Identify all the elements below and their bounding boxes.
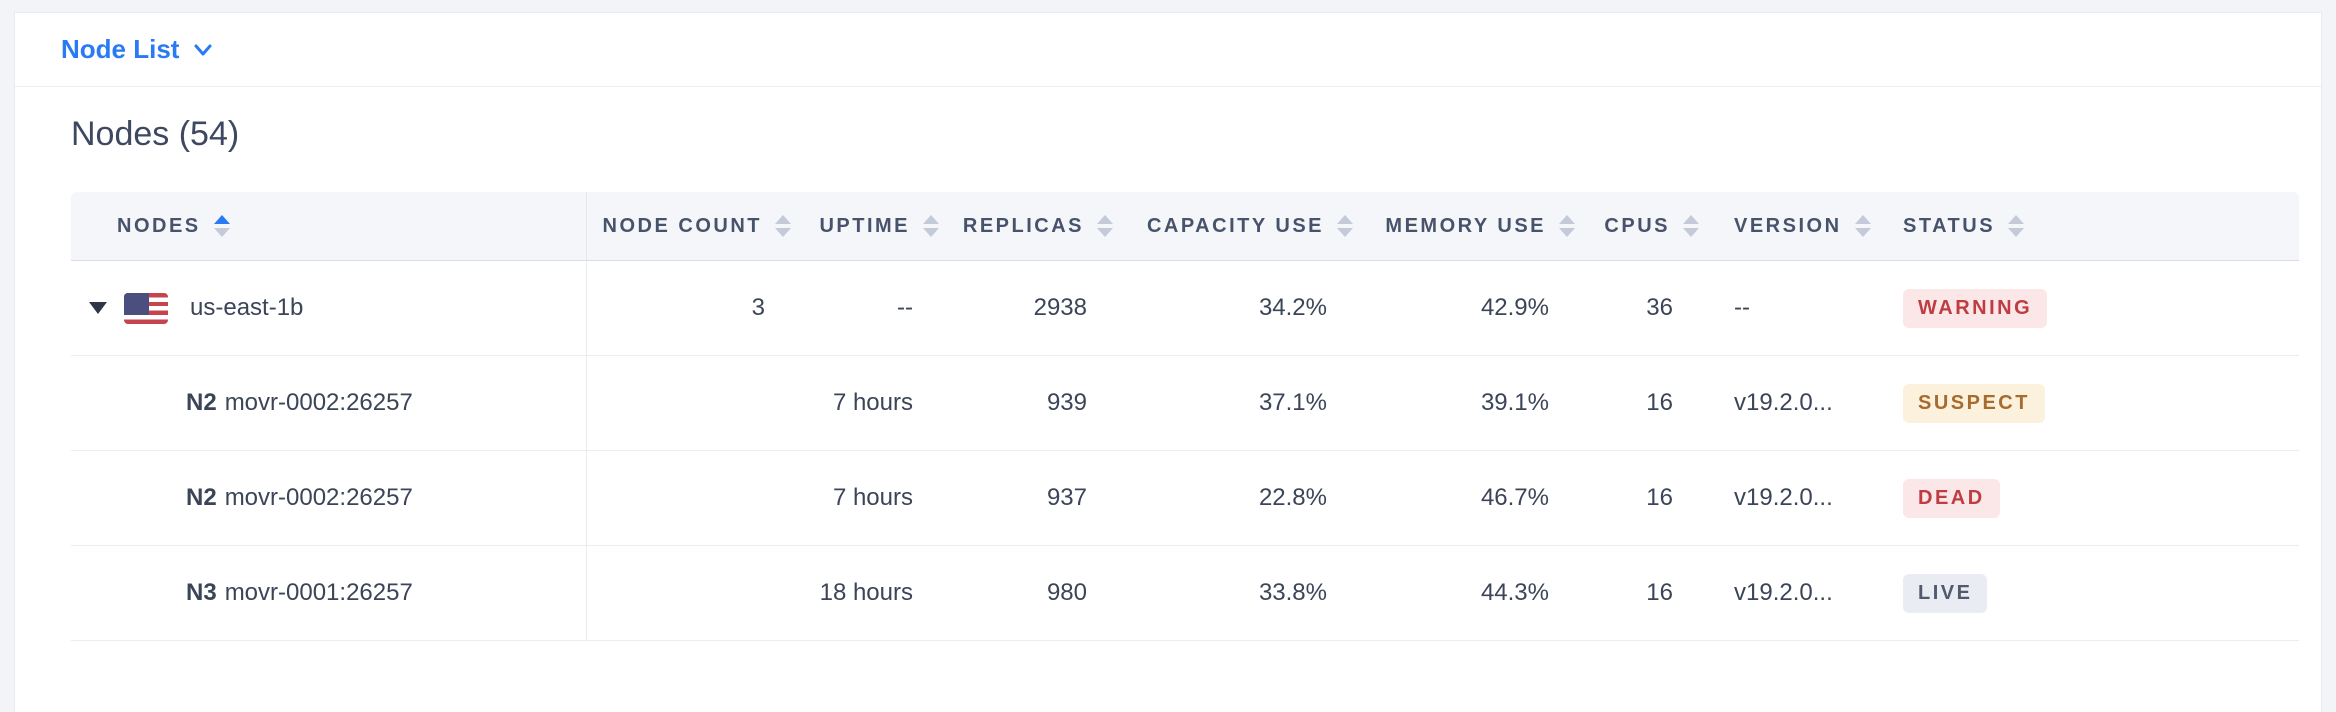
us-flag-icon: [124, 292, 168, 324]
capacity-use-cell: 33.8%: [1258, 579, 1327, 606]
nodes-content: Nodes (54) NODES NODE COUNT UPTIME REPLI…: [15, 115, 2321, 641]
replicas-cell: 980: [1046, 579, 1087, 606]
sort-icon[interactable]: [1683, 215, 1699, 237]
capacity-use-cell: 34.2%: [1258, 294, 1327, 321]
status-cell: SUSPECT: [1869, 356, 2299, 450]
sort-icon[interactable]: [213, 215, 230, 237]
view-selector-bar: Node List: [15, 13, 2321, 87]
node-name-cell: N2 movr-0002:26257: [71, 451, 587, 545]
sort-icon[interactable]: [923, 215, 939, 237]
node-id: N2: [186, 484, 217, 511]
sort-icon[interactable]: [1559, 215, 1575, 237]
column-header-cpus[interactable]: CPUS: [1577, 192, 1701, 260]
status-cell: WARNING: [1869, 261, 2299, 355]
replicas-cell: 2938: [1033, 294, 1087, 321]
status-badge: DEAD: [1903, 478, 2000, 518]
node-id: N2: [186, 389, 217, 416]
table-row-region[interactable]: us-east-1b 3 -- 2938 34.2% 42.9% 36 -- W…: [71, 261, 2299, 356]
node-name-cell: N3 movr-0001:26257: [71, 546, 587, 640]
status-cell: LIVE: [1869, 546, 2299, 640]
capacity-use-cell: 22.8%: [1258, 484, 1327, 511]
collapse-caret-icon[interactable]: [89, 302, 107, 314]
table-header-row: NODES NODE COUNT UPTIME REPLICAS CAPACIT…: [71, 192, 2299, 261]
cpus-cell: 16: [1646, 484, 1673, 511]
uptime-cell: 7 hours: [832, 389, 913, 416]
version-cell: v19.2.0...: [1734, 579, 1833, 606]
table-row-node[interactable]: N2 movr-0002:26257 7 hours 937 22.8% 46.…: [71, 451, 2299, 546]
page-title: Nodes (54): [71, 115, 240, 153]
column-header-nodes[interactable]: NODES: [71, 192, 587, 260]
memory-use-cell: 46.7%: [1480, 484, 1549, 511]
memory-use-cell: 44.3%: [1480, 579, 1549, 606]
memory-use-cell: 42.9%: [1480, 294, 1549, 321]
sort-icon[interactable]: [775, 215, 791, 237]
replicas-cell: 939: [1046, 389, 1087, 416]
sort-icon[interactable]: [1854, 215, 1871, 237]
node-address: movr-0001:26257: [224, 579, 413, 606]
node-id: N3: [186, 579, 217, 606]
column-header-uptime[interactable]: UPTIME: [793, 192, 941, 260]
sort-icon[interactable]: [2008, 215, 2025, 237]
uptime-cell: 7 hours: [832, 484, 913, 511]
replicas-cell: 937: [1046, 484, 1087, 511]
table-row-node[interactable]: N2 movr-0002:26257 7 hours 939 37.1% 39.…: [71, 356, 2299, 451]
view-selector-label[interactable]: Node List: [61, 34, 180, 64]
cpus-cell: 16: [1646, 579, 1673, 606]
view-selector-dropdown[interactable]: Node List: [61, 34, 212, 65]
version-cell: v19.2.0...: [1734, 484, 1833, 511]
status-cell: DEAD: [1869, 451, 2299, 545]
column-header-node-count[interactable]: NODE COUNT: [587, 192, 793, 260]
column-header-capacity-use[interactable]: CAPACITY USE: [1115, 192, 1355, 260]
version-cell: v19.2.0...: [1734, 389, 1833, 416]
status-badge: SUSPECT: [1903, 383, 2045, 423]
node-count-cell: [587, 451, 793, 545]
memory-use-cell: 39.1%: [1480, 389, 1549, 416]
cpus-cell: 16: [1646, 389, 1673, 416]
node-count-cell: 3: [751, 294, 765, 321]
column-header-replicas[interactable]: REPLICAS: [941, 192, 1115, 260]
region-name-cell: us-east-1b: [71, 261, 587, 355]
region-name: us-east-1b: [190, 294, 304, 321]
sort-icon[interactable]: [1337, 215, 1353, 237]
table-row-node[interactable]: N3 movr-0001:26257 18 hours 980 33.8% 44…: [71, 546, 2299, 641]
node-count-cell: [587, 356, 793, 450]
nodes-table: NODES NODE COUNT UPTIME REPLICAS CAPACIT…: [71, 192, 2299, 641]
node-name-cell: N2 movr-0002:26257: [71, 356, 587, 450]
column-header-version[interactable]: VERSION: [1701, 192, 1871, 260]
sort-icon[interactable]: [1097, 215, 1113, 237]
uptime-cell: --: [897, 294, 913, 321]
column-header-memory-use[interactable]: MEMORY USE: [1355, 192, 1577, 260]
node-address: movr-0002:26257: [224, 484, 413, 511]
capacity-use-cell: 37.1%: [1258, 389, 1327, 416]
node-list-card: Node List Nodes (54) NODES NODE COUNT UP…: [14, 12, 2322, 712]
status-badge: WARNING: [1903, 288, 2048, 328]
status-badge: LIVE: [1903, 573, 1988, 613]
uptime-cell: 18 hours: [819, 579, 913, 606]
cpus-cell: 36: [1646, 294, 1673, 321]
version-cell: --: [1734, 294, 1750, 321]
node-count-cell: [587, 546, 793, 640]
column-header-status[interactable]: STATUS: [1869, 192, 2299, 260]
node-address: movr-0002:26257: [224, 389, 413, 416]
chevron-down-icon: [194, 44, 212, 55]
